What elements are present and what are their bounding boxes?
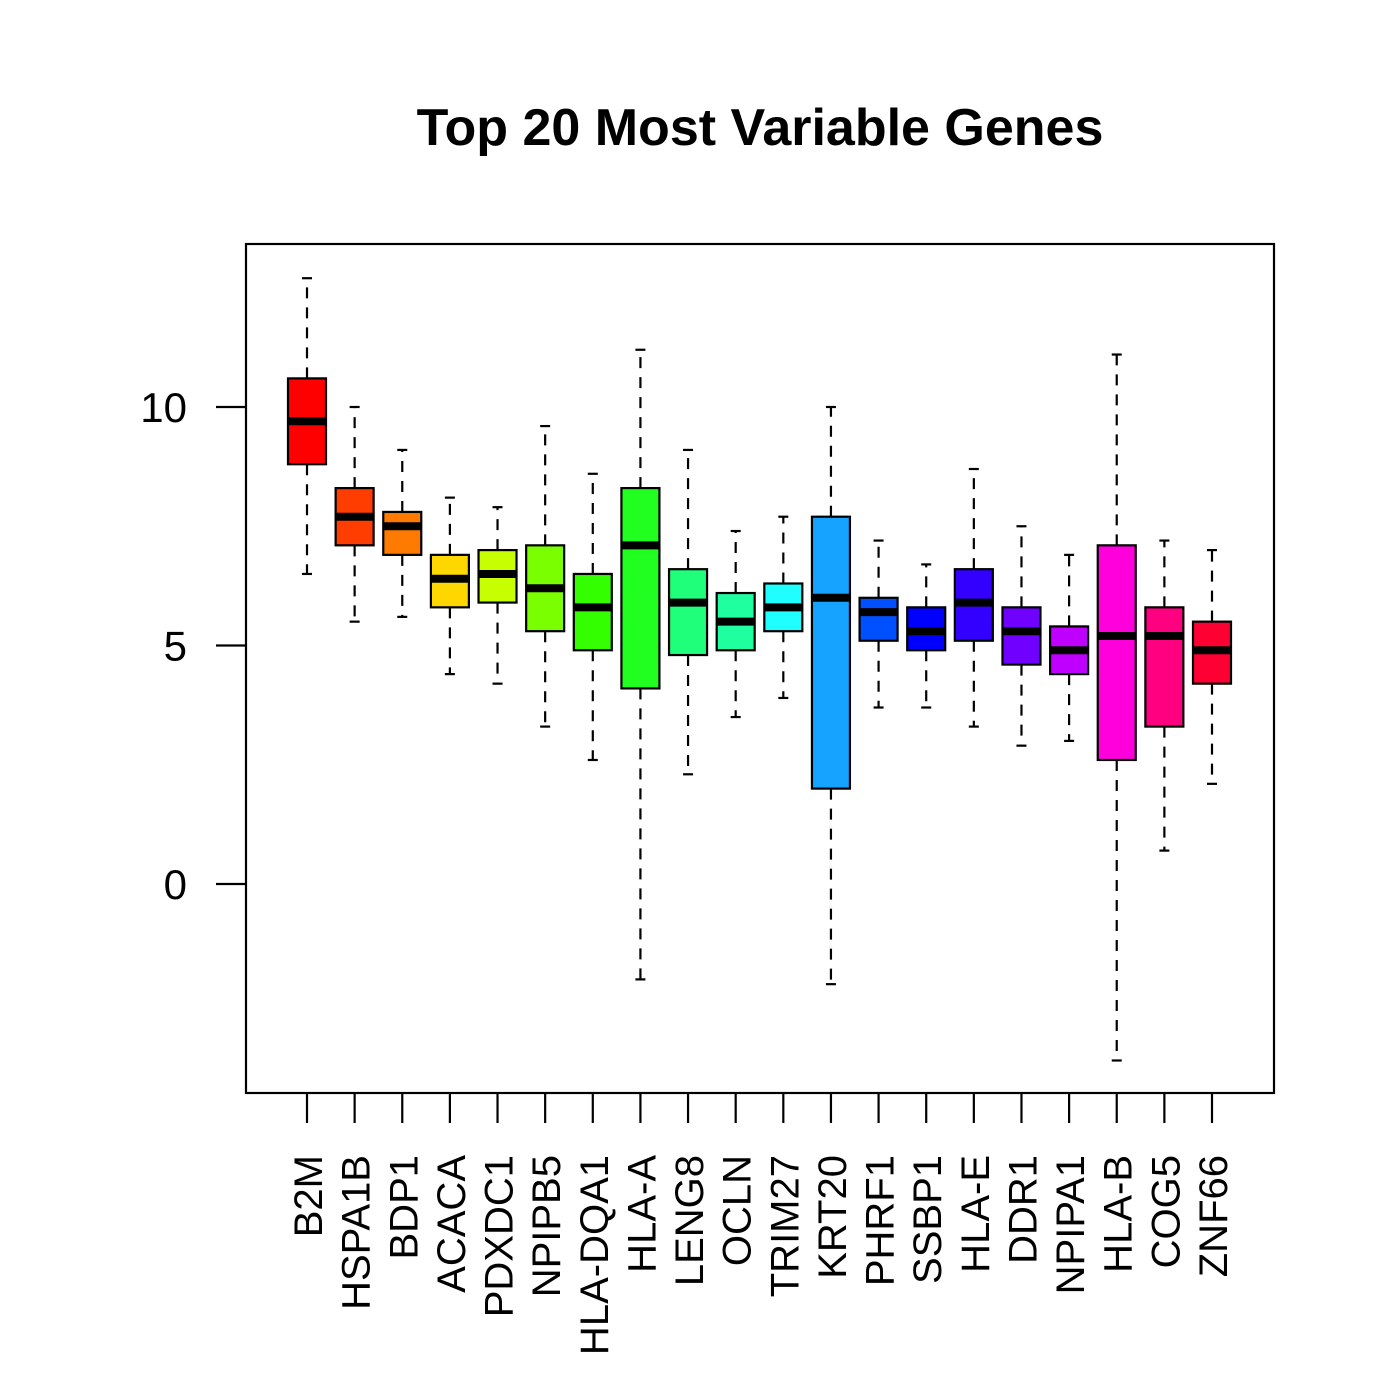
x-tick-label: KRT20 bbox=[811, 1155, 855, 1279]
box-bdp1 bbox=[382, 448, 423, 618]
box-iqr bbox=[810, 515, 852, 790]
chart-title: Top 20 Most Variable Genes bbox=[417, 99, 1104, 157]
plot-frame bbox=[244, 242, 1276, 1095]
x-tick-label: HLA-B bbox=[1097, 1155, 1141, 1273]
box-hla-b bbox=[1096, 353, 1137, 1062]
y-tick-label: 0 bbox=[164, 861, 187, 908]
box-ssbp1 bbox=[906, 563, 947, 709]
x-tick-label: TRIM27 bbox=[763, 1155, 807, 1297]
x-tick-label: HLA-A bbox=[620, 1155, 664, 1273]
x-tick-label: ACACA bbox=[430, 1155, 474, 1293]
y-tick-label: 5 bbox=[164, 623, 187, 670]
box-npipa1 bbox=[1049, 553, 1090, 743]
x-tick-label: BDP1 bbox=[382, 1155, 426, 1260]
box-ocln bbox=[715, 529, 756, 719]
box-iqr bbox=[1144, 606, 1185, 728]
boxes-layer bbox=[286, 277, 1233, 1062]
x-tick-label: DDR1 bbox=[1001, 1155, 1045, 1264]
box-phrf1 bbox=[858, 539, 899, 709]
x-tick-label: HLA-DQA1 bbox=[573, 1155, 617, 1355]
box-iqr bbox=[1001, 606, 1042, 666]
box-iqr bbox=[620, 486, 661, 690]
box-cog5 bbox=[1144, 539, 1185, 852]
x-axis: B2M HSPA1B BDP1 ACACA PDXDC1 NPIPB5 HLA-DQA1 HL… bbox=[287, 1093, 1236, 1355]
x-tick-label: NPIPA1 bbox=[1049, 1155, 1093, 1294]
box-hla-a bbox=[620, 348, 661, 981]
x-tick-label: ZNF66 bbox=[1192, 1155, 1236, 1277]
x-tick-label: NPIPB5 bbox=[525, 1155, 569, 1297]
x-tick-label: B2M bbox=[287, 1155, 331, 1237]
box-leng8 bbox=[667, 448, 709, 776]
y-axis: 0 5 10 bbox=[140, 384, 246, 908]
box-iqr bbox=[858, 596, 899, 642]
box-ddr1 bbox=[1001, 525, 1042, 747]
box-iqr bbox=[667, 568, 709, 657]
y-tick-label: 10 bbox=[140, 384, 187, 431]
x-tick-label: LENG8 bbox=[668, 1155, 712, 1286]
box-krt20 bbox=[810, 405, 852, 986]
box-hla-dqa1 bbox=[572, 472, 613, 762]
box-pdxdc1 bbox=[477, 506, 518, 685]
box-hspa1b bbox=[334, 405, 375, 623]
x-tick-label: HSPA1B bbox=[335, 1155, 379, 1310]
box-iqr bbox=[382, 510, 423, 556]
box-trim27 bbox=[763, 515, 804, 700]
box-znf66 bbox=[1191, 548, 1233, 785]
box-iqr bbox=[572, 572, 613, 652]
x-tick-label: HLA-E bbox=[954, 1155, 998, 1273]
x-tick-label: SSBP1 bbox=[906, 1155, 950, 1284]
x-tick-label: OCLN bbox=[716, 1155, 760, 1266]
x-tick-label: PDXDC1 bbox=[478, 1155, 522, 1317]
box-npipb5 bbox=[525, 424, 566, 728]
x-tick-label: PHRF1 bbox=[859, 1155, 903, 1286]
box-iqr bbox=[1096, 544, 1137, 762]
box-acaca bbox=[429, 496, 470, 676]
box-b2m bbox=[286, 277, 328, 576]
box-hla-e bbox=[953, 467, 994, 728]
x-tick-label: COG5 bbox=[1144, 1155, 1188, 1268]
